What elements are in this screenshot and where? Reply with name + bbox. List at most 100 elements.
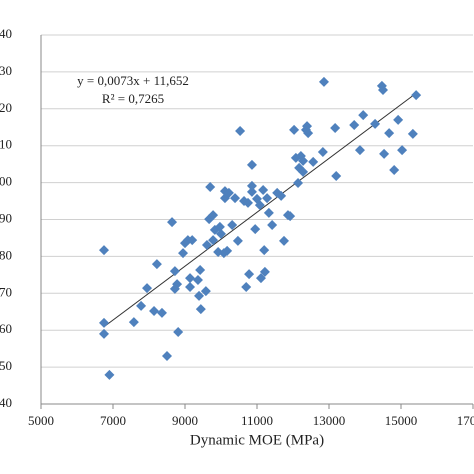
point: [178, 248, 189, 259]
point: [285, 211, 296, 222]
point: [246, 180, 257, 191]
point: [389, 165, 400, 176]
point: [255, 273, 266, 284]
point: [263, 207, 274, 218]
point: [370, 118, 381, 129]
trendline: [103, 92, 417, 328]
point: [254, 200, 265, 211]
point: [267, 220, 278, 231]
point: [317, 146, 328, 157]
point: [151, 259, 162, 270]
point: [200, 286, 211, 297]
point: [104, 369, 115, 380]
point: [244, 269, 255, 280]
point: [318, 76, 329, 87]
point: [99, 245, 109, 256]
point: [149, 306, 160, 317]
point: [187, 235, 198, 246]
point: [208, 235, 219, 246]
point: [243, 197, 253, 208]
y-tick-label: 40: [0, 395, 12, 410]
point: [185, 282, 196, 293]
point: [259, 266, 270, 277]
point: [308, 156, 319, 167]
x-tick-label: 5000: [28, 413, 54, 428]
point: [195, 265, 206, 276]
y-tick-label: 80: [0, 247, 12, 262]
point: [407, 128, 418, 139]
x-tick-label: 9000: [172, 413, 198, 428]
point: [349, 120, 360, 131]
point: [384, 128, 395, 139]
point: [354, 145, 365, 156]
point: [214, 221, 225, 232]
point: [185, 273, 196, 284]
y-tick-label: 140: [0, 26, 12, 41]
x-tick-label: 15000: [385, 413, 418, 428]
point: [156, 307, 167, 318]
point: [276, 190, 287, 201]
point: [192, 275, 203, 286]
point: [222, 245, 233, 256]
point: [128, 317, 139, 328]
point: [169, 266, 180, 277]
y-tick-label: 100: [0, 174, 12, 189]
point: [303, 128, 314, 139]
point: [250, 224, 261, 235]
trendline-equation: y = 0,0073x + 11,652: [77, 73, 189, 88]
y-tick-label: 60: [0, 321, 12, 336]
point: [201, 239, 212, 250]
x-tick-label: 17000: [457, 413, 474, 428]
point: [298, 166, 309, 177]
point: [216, 228, 226, 239]
point: [279, 235, 289, 246]
point: [136, 300, 147, 311]
point: [262, 193, 273, 204]
point: [142, 283, 153, 294]
point: [246, 186, 257, 197]
point: [169, 283, 180, 294]
point: [208, 210, 219, 221]
point: [331, 170, 342, 181]
y-tick-label: 90: [0, 210, 12, 225]
point: [99, 317, 109, 328]
point: [246, 159, 257, 170]
point: [298, 155, 309, 166]
point: [258, 184, 269, 195]
point: [379, 148, 390, 159]
y-tick-label: 70: [0, 284, 12, 299]
point: [289, 124, 300, 135]
x-tick-label: 13000: [313, 413, 346, 428]
point: [195, 304, 206, 315]
point: [173, 327, 184, 338]
point: [393, 114, 404, 125]
y-tick-label: 110: [0, 137, 12, 152]
point: [99, 328, 109, 339]
point: [162, 351, 172, 362]
point: [223, 187, 234, 198]
point: [194, 290, 205, 301]
y-tick-label: 120: [0, 100, 12, 115]
point: [232, 235, 243, 246]
x-tick-label: 11000: [241, 413, 273, 428]
point: [259, 245, 270, 256]
point: [330, 122, 341, 133]
point: [293, 177, 304, 188]
point: [230, 193, 241, 204]
point: [227, 220, 238, 231]
point: [241, 282, 252, 293]
point: [167, 217, 178, 228]
point: [378, 84, 388, 95]
y-tick-label: 50: [0, 358, 12, 373]
point: [411, 90, 422, 101]
point: [358, 110, 369, 121]
x-axis-label: Dynamic MOE (MPa): [190, 432, 324, 448]
x-tick-label: 7000: [100, 413, 126, 428]
trendline-r-squared: R² = 0,7265: [102, 91, 164, 106]
y-tick-label: 130: [0, 63, 12, 78]
point: [205, 182, 216, 193]
point: [302, 121, 313, 132]
point: [397, 145, 408, 156]
